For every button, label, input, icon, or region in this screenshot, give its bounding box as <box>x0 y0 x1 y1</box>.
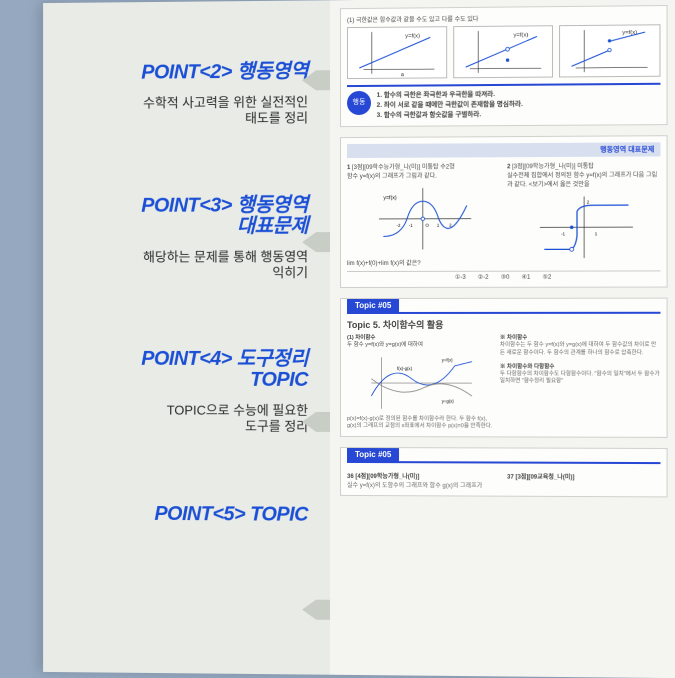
arrow-icon <box>302 70 316 90</box>
svg-text:y=g(x): y=g(x) <box>442 398 455 403</box>
section-3: Topic #05 Topic 5. 차이함수의 활용 (1) 차이함수 두 함… <box>340 298 668 438</box>
point-3-sub: 해당하는 문제를 통해 행동영역 익히기 <box>65 249 308 282</box>
svg-text:-2: -2 <box>397 223 401 228</box>
topic-c2-head2: ※ 차이함수와 다항함수 <box>500 364 555 370</box>
svg-text:2: 2 <box>586 200 589 205</box>
ans-5: ⑤2 <box>542 274 551 281</box>
section-1: (1) 극한값은 함수값과 같을 수도 있고 다를 수도 있다 y=f(x) a … <box>340 5 668 127</box>
problem-1-src: [3점][09학수능가형_나(미)] 미통탑 수2형 <box>352 165 455 172</box>
svg-text:y=f(x): y=f(x) <box>405 33 420 39</box>
mini-graph-2: y=f(x) <box>453 25 553 78</box>
svg-text:f(x)-g(x): f(x)-g(x) <box>397 366 413 371</box>
svg-text:1: 1 <box>437 223 440 228</box>
point-5-title: POINT<5> TOPIC <box>65 502 308 525</box>
topic-tab: Topic #05 <box>347 299 399 312</box>
point-4-title-line1: POINT<4> 도구정리 <box>65 349 308 370</box>
ans-4: ④1 <box>522 274 531 281</box>
topic-tab-2: Topic #05 <box>347 448 399 461</box>
arrow-icon <box>302 600 316 620</box>
topic-c1-t1: 두 함수 y=f(x)와 y=g(x)에 대하여 <box>347 342 423 348</box>
point-4-sub: TOPIC으로 수능에 필요한 도구를 정리 <box>65 402 308 435</box>
topic-c1-t2: p(x)=f(x)-g(x)로 정의된 함수를 차이함수라 한다. 두 함수 f… <box>347 416 492 430</box>
topic-body-2: 36 [4점][09학능가형_나(미)] 실수 y=f(x)의 도함수의 그래프… <box>347 461 660 490</box>
point-4-sub-line1: TOPIC으로 수능에 필요한 <box>167 403 308 418</box>
svg-text:-1: -1 <box>561 231 566 236</box>
svg-text:1: 1 <box>594 231 597 236</box>
point-3-sub-line1: 해당하는 문제를 통해 행동영역 <box>143 249 308 264</box>
point-3-block: POINT<3> 행동영역 대표문제 해당하는 문제를 통해 행동영역 익히기 <box>65 195 308 282</box>
section-2: 행동영역 대표문제 1 [3점][09학수능가형_나(미)] 미통탑 수2형 함… <box>340 135 668 288</box>
point-5-block: POINT<5> TOPIC <box>65 502 308 525</box>
problem-row: 1 [3점][09학수능가형_나(미)] 미통탑 수2형 함수 y=f(x)의 … <box>347 161 660 268</box>
problem-37: 37 [3점][09교육청_나(미)] <box>507 471 660 490</box>
mini-graph-3: y=f(x) <box>559 24 660 77</box>
topic-body: Topic 5. 차이함수의 활용 (1) 차이함수 두 함수 y=f(x)와 … <box>347 312 660 431</box>
svg-text:y=f(x): y=f(x) <box>623 30 638 36</box>
point-2-block: POINT<2> 행동영역 수학적 사고력을 위한 실전적인 태도를 정리 <box>65 60 308 128</box>
problem-2-src: [3점][09학능가형_나(미)] 미통탑 <box>512 164 594 170</box>
arrow-icon <box>302 412 316 432</box>
point-4-title-line2: TOPIC <box>65 370 308 391</box>
point-2-sub-line1: 수학적 사고력을 위한 실전적인 <box>143 94 308 110</box>
topic-c2-t2: 두 다항함수의 차이함수도 다항함수이다. "함수의 일치"에서 두 함수가 일… <box>500 371 660 384</box>
problem-2-text: 실수전체 집합에서 정의된 함수 y=f(x)의 그래프가 다음 그림과 같다.… <box>507 173 657 189</box>
ans-1: ①-3 <box>455 274 466 281</box>
topic-col-1: (1) 차이함수 두 함수 y=f(x)와 y=g(x)에 대하여 y=f(x)… <box>347 335 494 430</box>
problem-36: 36 [4점][09학능가형_나(미)] 실수 y=f(x)의 도함수의 그래프… <box>347 471 499 490</box>
point-3-sub-line2: 익히기 <box>272 265 308 280</box>
problem-1-lim: lim f(x)+f(0)+lim f(x)의 값은? <box>347 261 421 267</box>
section-2-header: 행동영역 대표문제 <box>347 143 660 159</box>
svg-text:y=f(x): y=f(x) <box>383 196 397 202</box>
problem-1-num: 1 <box>347 165 350 171</box>
point-2-sub: 수학적 사고력을 위한 실전적인 태도를 정리 <box>65 94 308 128</box>
left-column: POINT<2> 행동영역 수학적 사고력을 위한 실전적인 태도를 정리 PO… <box>43 0 330 674</box>
topic-title: Topic 5. 차이함수의 활용 <box>347 318 660 331</box>
topic-c2-t: 차이함수는 두 함수 y=f(x)와 y=g(x)에 대하여 두 함수값의 차이… <box>500 342 656 355</box>
behavior-notes: 1. 함수의 극한은 좌극한과 우극한을 따져라. 2. 좌이 서로 같을 때에… <box>377 90 523 120</box>
svg-text:y=f(x): y=f(x) <box>513 32 528 38</box>
svg-text:a: a <box>401 73 404 78</box>
mini-graph-1: y=f(x) a <box>347 26 447 79</box>
svg-text:-1: -1 <box>409 223 413 228</box>
problem-row-2: 36 [4점][09학능가형_나(미)] 실수 y=f(x)의 도함수의 그래프… <box>347 467 660 490</box>
topic-columns: (1) 차이함수 두 함수 y=f(x)와 y=g(x)에 대하여 y=f(x)… <box>347 335 660 430</box>
note-1: 1. 함수의 극한은 좌극한과 우극한을 따져라. <box>377 91 495 99</box>
problem-1-graph: y=f(x)-2-1O12 <box>347 184 499 255</box>
ans-3: ③0 <box>501 274 510 281</box>
topic-col-2: ※ 차이함수 차이함수는 두 함수 y=f(x)와 y=g(x)에 대하여 두 … <box>500 335 661 430</box>
section-1-caption: (1) 극한값은 함수값과 같을 수도 있고 다를 수도 있다 <box>347 12 660 24</box>
problem-2-num: 2 <box>507 164 510 170</box>
problem-1-text: 함수 y=f(x)의 그래프가 그림과 같다. <box>347 174 437 180</box>
right-column: (1) 극한값은 함수값과 같을 수도 있고 다를 수도 있다 y=f(x) a … <box>330 0 675 678</box>
point-3-title-line1: POINT<3> 행동영역 <box>65 195 308 217</box>
note-3: 3. 함수의 극한값과 함숫값을 구별하라. <box>377 111 482 119</box>
point-4-block: POINT<4> 도구정리 TOPIC TOPIC으로 수능에 필요한 도구를 … <box>65 349 308 435</box>
topic-graph: y=f(x) y=g(x) f(x)-g(x) <box>347 353 494 413</box>
problem-36-num: 36 [4점][09학능가형_나(미)] <box>347 474 419 480</box>
ans-2: ②-2 <box>478 274 489 281</box>
problem-2-graph: -1 1 2 <box>507 192 660 263</box>
problem-1: 1 [3점][09학수능가형_나(미)] 미통탑 수2형 함수 y=f(x)의 … <box>347 162 499 268</box>
arrow-icon <box>302 232 316 252</box>
answer-row: ①-3 ②-2 ③0 ④1 ⑤2 <box>347 271 660 282</box>
point-4-sub-line2: 도구를 정리 <box>245 419 308 434</box>
graph-row: y=f(x) a y=f(x) y=f(x) <box>347 24 660 79</box>
svg-text:O: O <box>425 223 429 228</box>
point-2-title: POINT<2> 행동영역 <box>65 60 308 84</box>
svg-text:y=f(x): y=f(x) <box>442 357 453 362</box>
point-2-sub-line2: 태도를 정리 <box>245 111 308 126</box>
point-3-title-line2: 대표문제 <box>65 216 308 238</box>
problem-37-num: 37 [3점][09교육청_나(미)] <box>507 474 574 480</box>
topic-c2-head: ※ 차이함수 <box>500 335 528 341</box>
section-4: Topic #05 36 [4점][09학능가형_나(미)] 실수 y=f(x)… <box>340 447 668 497</box>
note-2: 2. 좌이 서로 같을 때에만 극한값이 존재함을 명심하라. <box>377 101 523 109</box>
blue-badge: 행동 <box>347 91 371 115</box>
problem-36-text: 실수 y=f(x)의 도함수의 그래프와 함수 g(x)의 그래프가 <box>347 483 482 490</box>
textbook-page: POINT<2> 행동영역 수학적 사고력을 위한 실전적인 태도를 정리 PO… <box>43 0 675 678</box>
topic-c1-head: (1) 차이함수 <box>347 335 375 341</box>
problem-2: 2 [3점][09학능가형_나(미)] 미통탑 실수전체 집합에서 정의된 함수… <box>507 161 660 267</box>
